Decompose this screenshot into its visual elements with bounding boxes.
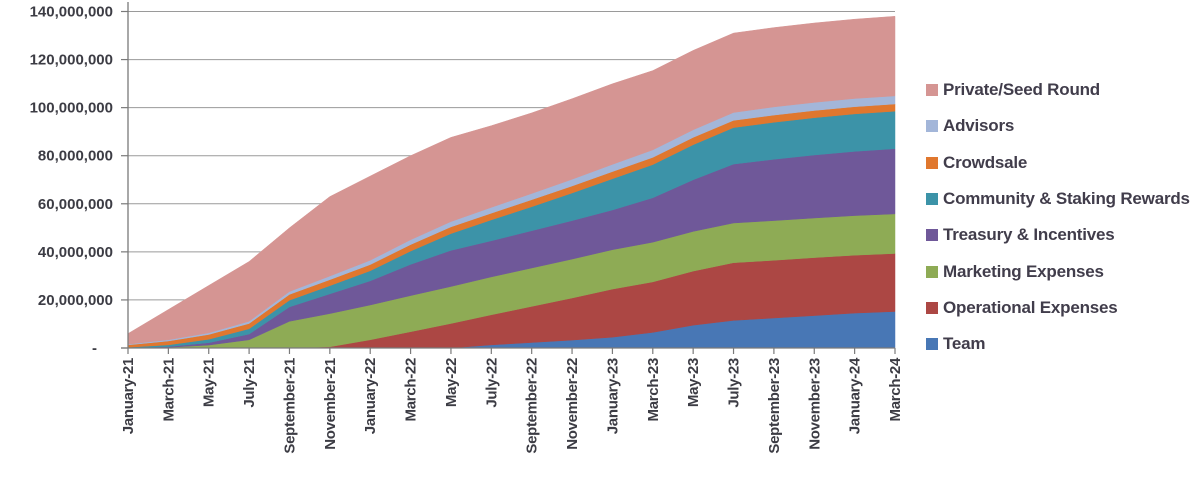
- legend-swatch-icon: [926, 84, 938, 97]
- x-axis-tick-label: January-22: [362, 358, 379, 434]
- y-axis-tick-label: 120,000,000: [30, 52, 113, 69]
- legend-item: Community & Staking Rewards: [926, 181, 1190, 217]
- x-axis-tick-label: March-23: [645, 358, 662, 421]
- legend-label: Marketing Expenses: [943, 261, 1104, 281]
- legend-swatch-icon: [926, 120, 938, 133]
- legend-label: Operational Expenses: [943, 297, 1118, 317]
- x-axis-tick-label: September-23: [766, 358, 783, 454]
- legend-swatch-icon: [926, 338, 938, 351]
- x-axis-tick-label: May-23: [685, 358, 702, 407]
- x-axis-tick-label: January-23: [604, 358, 621, 434]
- y-axis-tick-label: 40,000,000: [38, 244, 113, 261]
- legend-item: Team: [926, 326, 1190, 362]
- x-axis-tick-label: May-21: [201, 358, 218, 407]
- legend-swatch-icon: [926, 229, 938, 242]
- legend-item: Operational Expenses: [926, 290, 1190, 326]
- legend-item: Treasury & Incentives: [926, 217, 1190, 253]
- legend-swatch-icon: [926, 193, 938, 206]
- legend-label: Community & Staking Rewards: [943, 189, 1190, 209]
- x-axis-tick-label: March-24: [887, 357, 904, 421]
- y-axis-tick-label: 60,000,000: [38, 196, 113, 213]
- legend-swatch-icon: [926, 156, 938, 169]
- y-axis-tick-label: 20,000,000: [38, 292, 113, 309]
- y-axis-tick-label: 80,000,000: [38, 148, 113, 165]
- x-axis-tick-label: July-23: [726, 358, 743, 408]
- area-series-private-seed-round: [127, 16, 896, 345]
- legend-label: Private/Seed Round: [943, 80, 1100, 100]
- x-axis-tick-label: November-21: [322, 358, 339, 450]
- legend-swatch-icon: [926, 265, 938, 278]
- legend-item: Marketing Expenses: [926, 253, 1190, 289]
- legend-label: Treasury & Incentives: [943, 225, 1115, 245]
- x-axis-tick-label: July-22: [483, 358, 500, 408]
- legend-item: Crowdsale: [926, 145, 1190, 181]
- x-axis-tick-label: January-21: [120, 358, 137, 434]
- y-axis-tick-label: 140,000,000: [30, 4, 113, 21]
- x-axis-tick-label: November-23: [806, 358, 823, 450]
- legend-label: Crowdsale: [943, 152, 1028, 172]
- x-axis-tick-label: May-22: [443, 358, 460, 407]
- x-axis-tick-label: September-21: [281, 358, 298, 454]
- y-axis-tick-label: -: [92, 340, 97, 357]
- legend-label: Team: [943, 334, 986, 354]
- chart-legend: Private/Seed Round Advisors Crowdsale Commu…: [926, 72, 1190, 362]
- y-axis-tick-label: 100,000,000: [30, 100, 113, 117]
- legend-swatch-icon: [926, 301, 938, 314]
- x-axis-tick-label: March-22: [403, 358, 420, 421]
- x-axis-tick-label: September-22: [524, 358, 541, 454]
- legend-item: Private/Seed Round: [926, 72, 1190, 108]
- legend-item: Advisors: [926, 108, 1190, 144]
- x-axis-tick-label: March-21: [160, 358, 177, 421]
- legend-label: Advisors: [943, 116, 1015, 136]
- x-axis-tick-label: November-22: [564, 358, 581, 450]
- x-axis-tick-label: January-24: [847, 357, 864, 434]
- x-axis-tick-label: July-21: [241, 358, 258, 408]
